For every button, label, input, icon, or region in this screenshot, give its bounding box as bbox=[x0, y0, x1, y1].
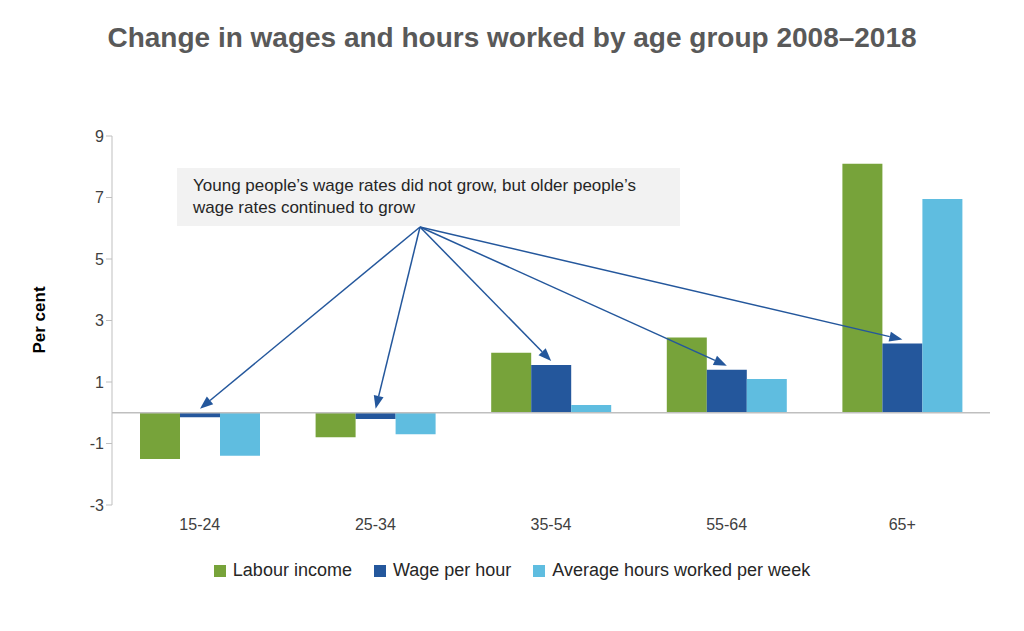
svg-text:65+: 65+ bbox=[889, 516, 916, 533]
svg-text:1: 1 bbox=[95, 374, 104, 391]
svg-text:3: 3 bbox=[95, 312, 104, 329]
html-text:Change in wages and hours work: Change in wages and hours worked by age … bbox=[107, 22, 917, 53]
svg-text:9: 9 bbox=[95, 128, 104, 145]
svg-text:35-54: 35-54 bbox=[531, 516, 572, 533]
html-text:Wage per hour: Wage per hour bbox=[392, 560, 512, 580]
html-text:Per cent: Per cent bbox=[30, 286, 49, 354]
svg-text:5: 5 bbox=[95, 251, 104, 268]
html-text:Labour income: Labour income bbox=[232, 560, 352, 580]
html-text:Young people’s wage rates did: Young people’s wage rates did not grow, … bbox=[193, 176, 636, 217]
svg-text:7: 7 bbox=[95, 189, 104, 206]
html-text:Average hours worked per week: Average hours worked per week bbox=[552, 560, 811, 580]
svg-text:-1: -1 bbox=[90, 435, 104, 452]
svg-text:-3: -3 bbox=[90, 497, 104, 514]
svg-text:55-64: 55-64 bbox=[706, 516, 747, 533]
svg-text:15-24: 15-24 bbox=[179, 516, 220, 533]
svg-text:25-34: 25-34 bbox=[355, 516, 396, 533]
